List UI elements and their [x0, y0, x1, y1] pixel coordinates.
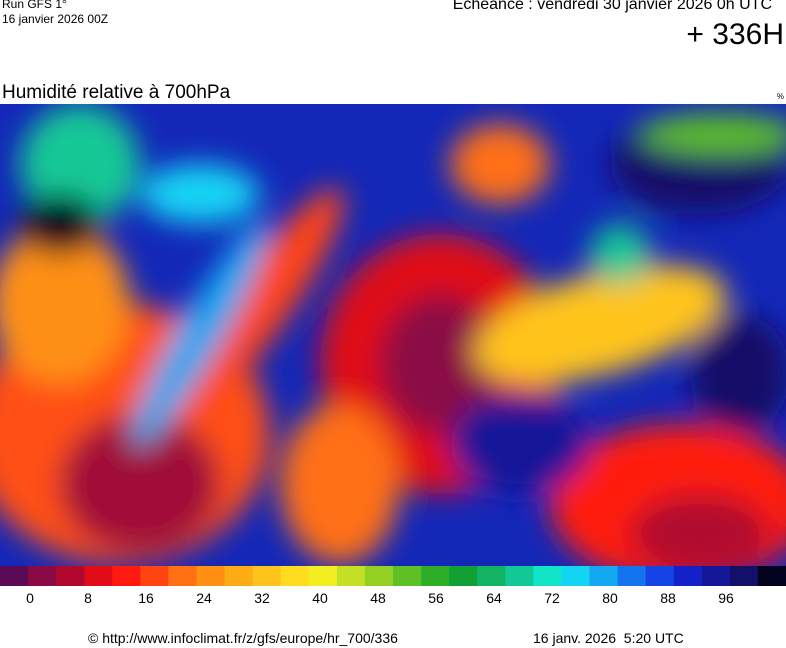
color-cell	[561, 566, 590, 586]
humidity-map	[0, 104, 786, 566]
source-url: © http://www.infoclimat.fr/z/gfs/europe/…	[88, 630, 398, 646]
lead-time: + 336H	[686, 18, 784, 51]
tick-label: 56	[428, 590, 444, 606]
tick-label: 32	[254, 590, 270, 606]
color-cell	[224, 566, 254, 586]
color-cell	[589, 566, 619, 586]
color-cell	[56, 566, 85, 586]
tick-label: 8	[84, 590, 92, 606]
tick-label: 88	[660, 590, 676, 606]
unit: %	[776, 92, 784, 101]
run-date: 16 janvier 2026 00Z	[2, 12, 109, 26]
color-cell	[701, 566, 731, 586]
color-cell	[112, 566, 141, 586]
tick-label: 0	[26, 590, 34, 606]
color-cell	[757, 566, 786, 586]
color-cell	[477, 566, 506, 586]
field	[0, 104, 786, 566]
tick-label: 80	[602, 590, 618, 606]
color-cell	[28, 566, 57, 586]
color-cell	[645, 566, 675, 586]
tick-label: 72	[544, 590, 560, 606]
color-cell	[617, 566, 647, 586]
color-cell	[449, 566, 478, 586]
color-cell	[0, 566, 29, 586]
valid-time: Echéance : vendredi 30 janvier 2026 0h U…	[452, 0, 772, 13]
tick-label: 64	[486, 590, 502, 606]
color-cell	[308, 566, 338, 586]
color-cell	[364, 566, 394, 586]
tick-label: 40	[312, 590, 328, 606]
color-cell	[196, 566, 226, 586]
color-cell	[280, 566, 310, 586]
tick-label: 16	[138, 590, 154, 606]
tick-label: 48	[370, 590, 386, 606]
color-cell	[729, 566, 759, 586]
color-cell	[252, 566, 282, 586]
color-cell	[673, 566, 703, 586]
color-cell	[533, 566, 562, 586]
color-cell	[168, 566, 197, 586]
color-cell	[84, 566, 113, 586]
tick-label: 24	[196, 590, 212, 606]
timestamp: 16 janv. 2026 5:20 UTC	[533, 630, 684, 646]
color-cell	[393, 566, 422, 586]
run-label: Run GFS 1°	[2, 0, 67, 11]
tick-label: 96	[718, 590, 734, 606]
map-title: Humidité relative à 700hPa	[2, 82, 231, 103]
color-cell	[421, 566, 450, 586]
color-cell	[505, 566, 534, 586]
color-cell	[336, 566, 366, 586]
color-cell	[140, 566, 169, 586]
colorbar: 0 8 16 24 32 40 48 56 64 72 80 88 96	[0, 566, 786, 606]
